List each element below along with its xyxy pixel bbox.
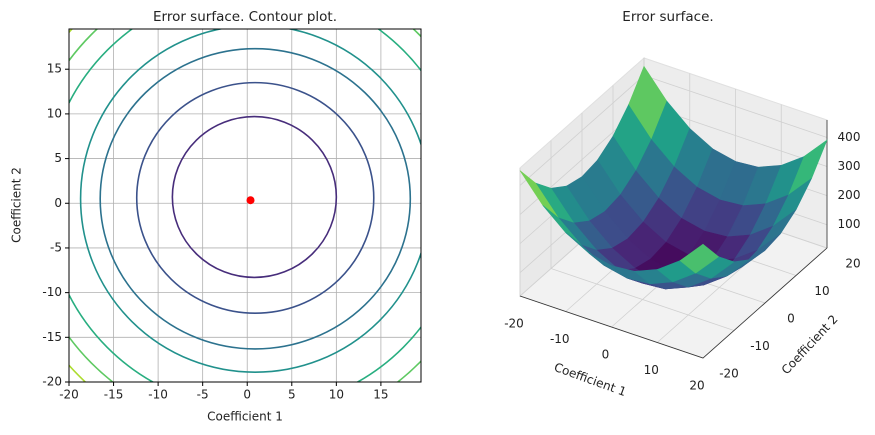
- y-tick-label: 10: [47, 106, 62, 120]
- y-tick-label: 10: [814, 284, 829, 298]
- x-tick-label: -10: [148, 388, 168, 402]
- y-axis-label: Coefficient 2: [10, 167, 24, 243]
- axis-line: [519, 247, 828, 359]
- x-axis-label: Coefficient 1: [207, 410, 283, 424]
- y-tick-label: 20: [845, 257, 860, 271]
- z-tick-label: 400: [838, 130, 861, 144]
- contour-line: [135, 81, 375, 314]
- contour-line: [69, 29, 421, 382]
- axes-frame: [68, 28, 422, 383]
- x-tick-label: -20: [59, 388, 79, 402]
- grid-line: [519, 75, 645, 186]
- x-tick-label: -10: [550, 332, 570, 346]
- y-tick-label: -10: [42, 285, 62, 299]
- contour-line: [69, 29, 87, 382]
- grid-line: [643, 75, 828, 138]
- x-tick-label: 10: [329, 388, 344, 402]
- contours: [69, 29, 421, 382]
- chart-title: Error surface.: [622, 9, 713, 25]
- contour-line: [99, 47, 412, 350]
- z-tick-label: 300: [838, 159, 861, 173]
- y-tick-label: -20: [719, 367, 739, 381]
- x-tick-label: 20: [689, 379, 704, 393]
- x-tick-label: -15: [104, 388, 124, 402]
- y-tick-label: 5: [54, 151, 62, 165]
- x-tick-label: 15: [373, 388, 388, 402]
- x-tick-label: 0: [602, 348, 610, 362]
- y-tick-label: 15: [47, 62, 62, 76]
- surface-patch: [679, 243, 719, 274]
- x-tick-label: 0: [243, 388, 251, 402]
- y-tick-label: -15: [42, 330, 62, 344]
- x-axis-label: Coefficient 1: [552, 360, 628, 399]
- x-tick-label: 5: [288, 388, 296, 402]
- point: [246, 196, 255, 205]
- y-tick-label: -5: [50, 240, 62, 254]
- x-tick-label: -5: [197, 388, 209, 402]
- x-tick-label: -20: [504, 317, 524, 331]
- y-tick-label: -20: [42, 375, 62, 389]
- x-tick-label: 10: [644, 363, 659, 377]
- y-tick-label: 0: [54, 196, 62, 210]
- y-tick-label: 0: [787, 312, 795, 326]
- z-tick-label: 200: [838, 188, 861, 202]
- grid-line: [550, 268, 735, 331]
- chart-title: Error surface. Contour plot.: [153, 9, 337, 25]
- contour-line: [79, 29, 421, 373]
- y-tick-label: -10: [750, 339, 770, 353]
- contour-line: [171, 115, 338, 279]
- z-tick-label: 100: [838, 217, 861, 231]
